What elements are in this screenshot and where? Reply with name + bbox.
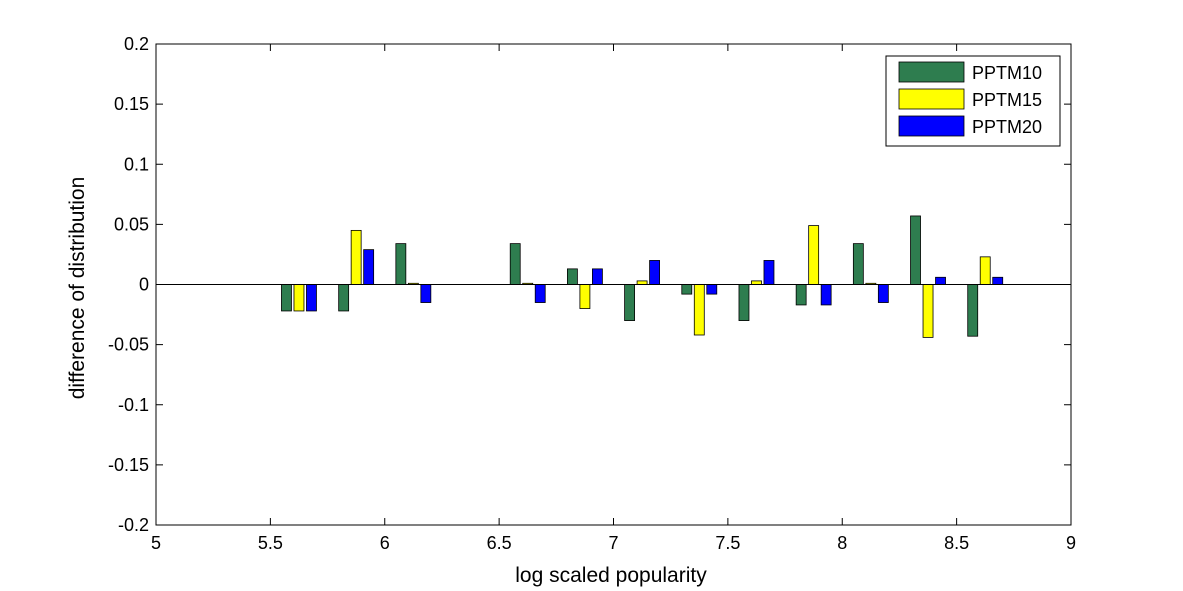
bar-pptm10-3 xyxy=(509,243,521,285)
legend-label-pptm10: PPTM10 xyxy=(972,63,1042,83)
bar-pptm10-6 xyxy=(681,284,693,295)
y-tick-label: 0.05 xyxy=(114,214,149,234)
bar-pptm15-6 xyxy=(693,284,705,336)
bar-pptm10-1 xyxy=(338,284,350,312)
bar-pptm20-8 xyxy=(820,284,832,306)
x-tick-label: 8.5 xyxy=(944,533,969,553)
y-axis-title: difference of distribution xyxy=(66,177,89,400)
y-tick-label: -0.05 xyxy=(108,335,149,355)
x-tick-label: 6.5 xyxy=(487,533,512,553)
legend-swatch-pptm20 xyxy=(898,115,965,137)
bar-pptm20-11 xyxy=(992,276,1004,285)
x-tick-label: 9 xyxy=(1066,533,1076,553)
bar-pptm10-4 xyxy=(567,268,578,285)
x-axis-ticks: 5 5.5 6 6.5 7 7.5 8 8.5 9 xyxy=(151,44,1076,553)
x-tick-label: 6 xyxy=(380,533,390,553)
bar-pptm15-8 xyxy=(808,225,820,285)
legend-swatch-pptm15 xyxy=(898,88,965,110)
bar-pptm10-0 xyxy=(281,284,292,312)
x-tick-label: 5 xyxy=(151,533,161,553)
x-axis-title: log scaled popularity xyxy=(515,564,707,587)
y-axis-ticks: 0.2 0.15 0.1 0.05 0 -0.05 -0.1 -0.15 -0.2 xyxy=(108,34,1071,535)
bar-pptm20-10 xyxy=(935,276,946,285)
legend-label-pptm20: PPTM20 xyxy=(972,117,1042,137)
y-tick-label: 0.15 xyxy=(114,94,149,114)
bar-pptm15-1 xyxy=(350,229,362,285)
bar-pptm15-5 xyxy=(636,280,648,285)
bar-pptm15-4 xyxy=(579,284,591,309)
bar-pptm15-11 xyxy=(979,256,991,285)
bar-pptm10-8 xyxy=(795,284,807,306)
legend: PPTM10 PPTM15 PPTM20 xyxy=(885,55,1061,147)
legend-swatch-pptm10 xyxy=(898,61,965,83)
y-tick-label: 0.1 xyxy=(124,154,149,174)
y-tick-label: 0.2 xyxy=(124,34,149,54)
y-tick-label: 0 xyxy=(139,275,149,295)
bar-pptm20-1 xyxy=(363,249,375,285)
bar-pptm10-9 xyxy=(852,243,864,285)
bar-pptm15-10 xyxy=(922,284,934,338)
legend-label-pptm15: PPTM15 xyxy=(972,90,1042,110)
bar-pptm15-7 xyxy=(751,280,762,285)
bar-pptm20-0 xyxy=(306,284,317,312)
x-tick-label: 7 xyxy=(608,533,618,553)
x-tick-label: 5.5 xyxy=(258,533,283,553)
y-tick-label: -0.1 xyxy=(118,395,149,415)
x-tick-label: 8 xyxy=(837,533,847,553)
bar-pptm20-4 xyxy=(592,268,603,285)
bar-pptm20-5 xyxy=(649,260,660,285)
bar-pptm20-3 xyxy=(534,284,546,303)
bar-pptm10-2 xyxy=(395,243,407,285)
bar-pptm15-0 xyxy=(293,284,305,312)
y-tick-label: -0.2 xyxy=(118,515,149,535)
bar-pptm20-7 xyxy=(763,260,775,285)
y-tick-label: -0.15 xyxy=(108,455,149,475)
bar-pptm10-5 xyxy=(624,284,635,321)
bar-pptm20-9 xyxy=(877,284,889,303)
bar-pptm10-11 xyxy=(967,284,979,337)
bar-pptm20-2 xyxy=(420,284,432,303)
bar-pptm10-10 xyxy=(910,215,921,285)
bar-pptm10-7 xyxy=(738,284,750,321)
x-tick-label: 7.5 xyxy=(715,533,740,553)
bar-pptm20-6 xyxy=(706,284,718,295)
